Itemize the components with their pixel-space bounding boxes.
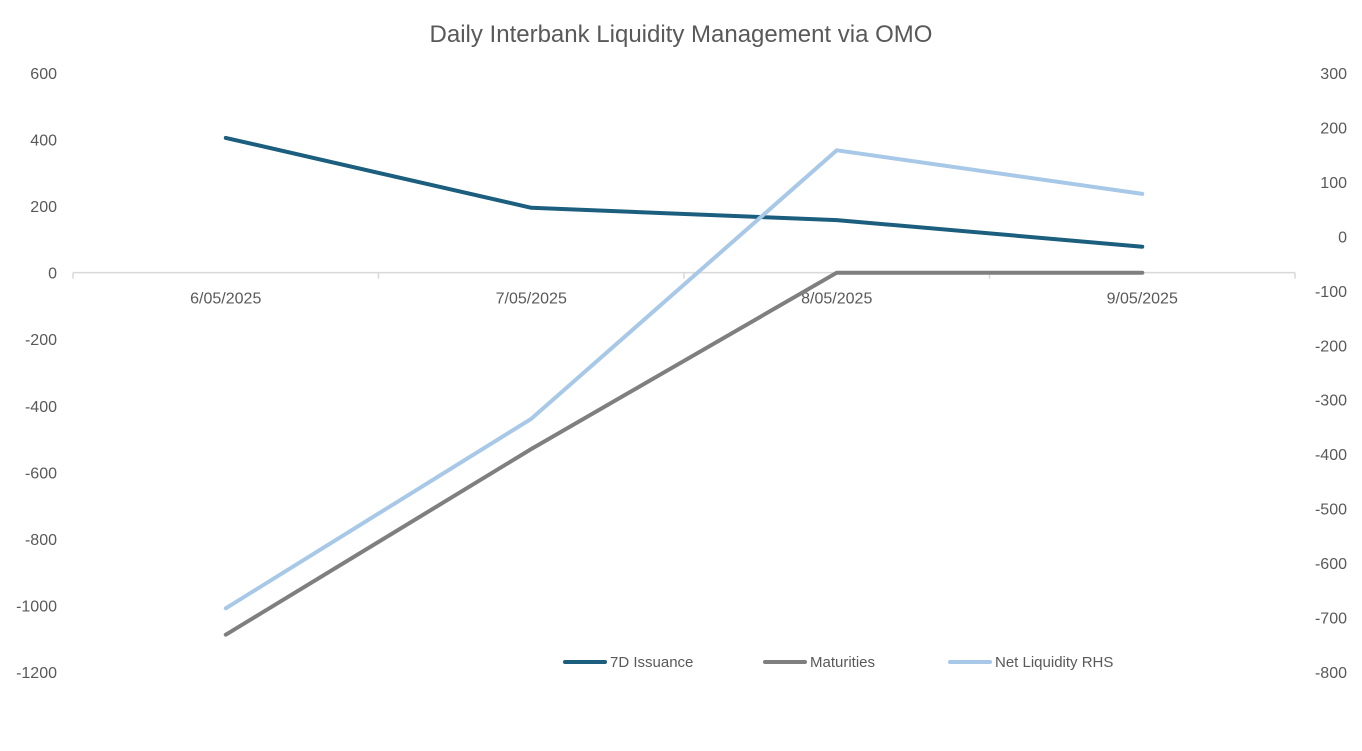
chart-title: Daily Interbank Liquidity Management via… bbox=[430, 21, 933, 48]
legend-label-net-liquidity-rhs: Net Liquidity RHS bbox=[995, 654, 1113, 671]
series-line-7d-issuance bbox=[223, 135, 1145, 249]
y-left-tick-label: -200 bbox=[25, 332, 57, 349]
y-left-tick-label: 400 bbox=[30, 133, 57, 150]
series-line-maturities bbox=[223, 270, 1145, 637]
y-right-tick-label: -400 bbox=[1315, 447, 1347, 464]
series-line-net-liquidity-rhs bbox=[223, 148, 1145, 611]
y-right-tick-label: -300 bbox=[1315, 393, 1347, 410]
x-tick-label: 8/05/2025 bbox=[801, 291, 872, 308]
y-right-tick-label: 300 bbox=[1320, 66, 1347, 83]
axes: 6/05/2025 7/05/2025 8/05/2025 9/05/2025 600 4… bbox=[16, 66, 1347, 682]
y-left-tick-label: 200 bbox=[30, 199, 57, 216]
y-left-tick-label: 600 bbox=[30, 66, 57, 83]
legend-label-maturities: Maturities bbox=[810, 654, 875, 671]
y-right-tick-label: 0 bbox=[1338, 229, 1347, 246]
x-tick-label: 9/05/2025 bbox=[1107, 291, 1178, 308]
y-right-tick-label: -500 bbox=[1315, 502, 1347, 519]
y-left-tick-label: -1000 bbox=[16, 598, 57, 615]
y-left-tick-label: -1200 bbox=[16, 665, 57, 682]
legend-label-7d-issuance: 7D Issuance bbox=[610, 654, 693, 671]
y-right-tick-label: 100 bbox=[1320, 175, 1347, 192]
y-right-tick-label: -700 bbox=[1315, 611, 1347, 628]
y-left-tick-label: 0 bbox=[48, 266, 57, 283]
y-left-tick-label: -400 bbox=[25, 399, 57, 416]
y-right-tick-label: -600 bbox=[1315, 556, 1347, 573]
y-left-tick-label: -600 bbox=[25, 465, 57, 482]
y-right-tick-label: -800 bbox=[1315, 665, 1347, 682]
y-right-tick-label: -200 bbox=[1315, 338, 1347, 355]
series-lines bbox=[223, 135, 1145, 637]
x-tick-label: 7/05/2025 bbox=[496, 291, 567, 308]
y-right-tick-label: -100 bbox=[1315, 284, 1347, 301]
x-tick-label: 6/05/2025 bbox=[190, 291, 261, 308]
y-left-tick-label: -800 bbox=[25, 532, 57, 549]
legend: 7D Issuance Maturities Net Liquidity RHS bbox=[563, 654, 1113, 671]
y-right-tick-label: 200 bbox=[1320, 120, 1347, 137]
